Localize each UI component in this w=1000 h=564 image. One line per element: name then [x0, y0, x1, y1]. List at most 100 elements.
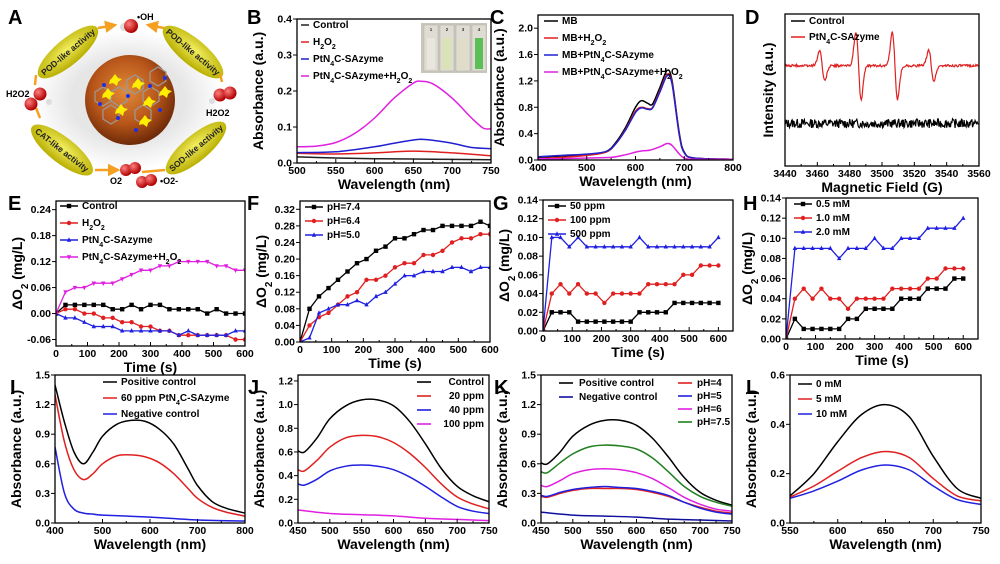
x-tick-label: 550	[353, 525, 371, 537]
series-layer	[785, 31, 979, 130]
legend-label: pH=7.5	[697, 417, 731, 428]
y-tick-label: 0.12	[518, 213, 539, 225]
x-tick-label: 650	[660, 525, 678, 537]
x-tick-label: 400	[529, 162, 547, 174]
x-tick-label: 600	[141, 525, 159, 537]
legend-label: MB	[562, 16, 578, 27]
panel-letter-c: C	[490, 7, 504, 29]
chart-panel-i: I 400 500 600 700 800 0.0 0.3 0.6 0.9 1.2 1.5 Wavele…	[8, 370, 254, 553]
series-f-ph-7-4-point	[440, 223, 445, 229]
x-tick-label: 400	[895, 341, 913, 353]
x-tick-label: 400	[418, 344, 436, 356]
series-h-2-0-mm-point	[801, 245, 806, 251]
series-c-mb-ptn4c-sazyme	[538, 74, 733, 160]
y-tick-label: 1.0	[278, 399, 293, 411]
legend-label: PtN4C-SAzyme	[809, 32, 880, 46]
x-tick-label: 300	[622, 333, 640, 345]
series-f-ph-7-4-point	[430, 227, 436, 233]
series-f-ph-6-4-point	[402, 261, 407, 266]
legend-label: 50 ppm	[570, 201, 605, 212]
x-tick-label: 3440	[773, 168, 797, 180]
series-f-ph-6-4-point	[468, 236, 474, 241]
x-tick-label: 650	[405, 165, 423, 177]
series-f-ph-7-4-point	[383, 244, 388, 249]
series-e-h2o2-point	[119, 319, 125, 325]
series-e-control-point	[101, 302, 106, 308]
y-tick-label: 1.2	[521, 399, 536, 411]
series-g-500-ppm-point	[698, 244, 704, 249]
series-f-ph-5-0-point	[478, 264, 483, 270]
legend-l: 0 mM 5 mM 10 mM	[798, 379, 847, 420]
series-g-500-ppm	[543, 236, 719, 331]
series-f-ph-6-4-point	[383, 273, 388, 278]
legend-label: PtN4C-SAzyme	[82, 235, 153, 249]
series-e-ptn4c-sazyme-point	[72, 315, 78, 320]
series-h-1-0-mm-point	[836, 296, 842, 301]
legend-label: Positive control	[579, 378, 654, 389]
series-h-0-5-mm-point	[828, 326, 833, 332]
y-tick-label: 0.32	[275, 204, 296, 216]
series-g-50-ppm-point	[619, 319, 625, 324]
x-tick-label: 400	[651, 333, 669, 345]
x-tick-label: 750	[972, 525, 990, 537]
series-f-ph-7-4-point	[449, 223, 455, 229]
y-tick-label: 0.4	[518, 128, 533, 140]
series-e-ptn4c-sazyme-h2o2-point	[138, 268, 144, 273]
series-i-negative-control	[55, 446, 245, 522]
y-tick-label: 0.28	[275, 220, 296, 232]
series-layer	[538, 69, 733, 160]
o2-molecule: O2	[110, 162, 141, 186]
series-g-100-ppm-point	[602, 300, 607, 306]
series-g-100-ppm-point	[610, 291, 616, 296]
y-tick-label: 0.0	[278, 518, 293, 530]
series-f-ph-5-0-point	[345, 301, 350, 307]
series-f-ph-5-0-point	[402, 272, 407, 278]
series-h-2-0-mm-point	[792, 245, 798, 251]
series-f-ph-5-0-point	[326, 306, 331, 311]
series-j-control	[298, 398, 489, 503]
y-tick-label: 0.18	[31, 230, 52, 242]
series-g-100-ppm-point	[628, 291, 633, 296]
x-tick-label: 3540	[935, 168, 959, 180]
x-tick-label: 3460	[806, 168, 830, 180]
panel-letter-b: B	[247, 7, 261, 29]
series-f-ph-6-4-point	[392, 265, 398, 270]
series-e-control-point	[195, 307, 200, 312]
series-f-ph-7-4-point	[364, 256, 369, 262]
series-g-100-ppm-point	[698, 263, 704, 268]
series-layer	[786, 215, 966, 339]
x-tick-label: 600	[236, 348, 254, 360]
series-k-ph-6	[541, 467, 732, 512]
series-f-ph-5-0-point	[468, 268, 474, 274]
series-h-1-0-mm-point	[854, 296, 860, 301]
x-tick-label: 800	[236, 525, 254, 537]
svg-text:•OH: •OH	[137, 12, 154, 22]
series-k-ph-4	[541, 487, 732, 514]
series-f-ph-6-4-point	[326, 310, 331, 316]
legend-label: 2.0 mM	[816, 227, 850, 238]
legend-label: H2O2	[82, 218, 105, 232]
series-c-mb	[538, 69, 733, 160]
legend-label: Control	[448, 377, 484, 388]
svg-text:O2: O2	[110, 176, 122, 186]
y-tick-label: 0.0	[770, 518, 785, 530]
series-layer	[300, 219, 490, 342]
y-tick-label: 1.5	[35, 370, 50, 382]
plot-frame	[785, 197, 979, 340]
series-g-50-ppm	[543, 302, 719, 331]
series-h-1-0-mm-point	[819, 286, 824, 291]
series-g-500-ppm-point	[716, 234, 721, 240]
y-tick-label: -0.06	[27, 334, 51, 346]
series-layer	[297, 80, 491, 161]
series-g-500-ppm-point	[707, 244, 712, 249]
series-f-ph-6-4-point	[411, 261, 417, 266]
series-f-ph-6-4-point	[345, 294, 350, 299]
series-j-40-ppm	[298, 464, 489, 515]
svg-text:H2O2: H2O2	[6, 89, 30, 99]
series-f-ph-6-4-point	[478, 231, 483, 237]
series-g-100-ppm-point	[646, 282, 651, 287]
series-g-50-ppm-point	[672, 300, 677, 306]
series-g-100-ppm-point	[654, 282, 660, 287]
legend-i: Positive control 60 ppm PtN4C-SAzyme Negat…	[103, 377, 230, 420]
series-e-control-point	[205, 311, 210, 316]
